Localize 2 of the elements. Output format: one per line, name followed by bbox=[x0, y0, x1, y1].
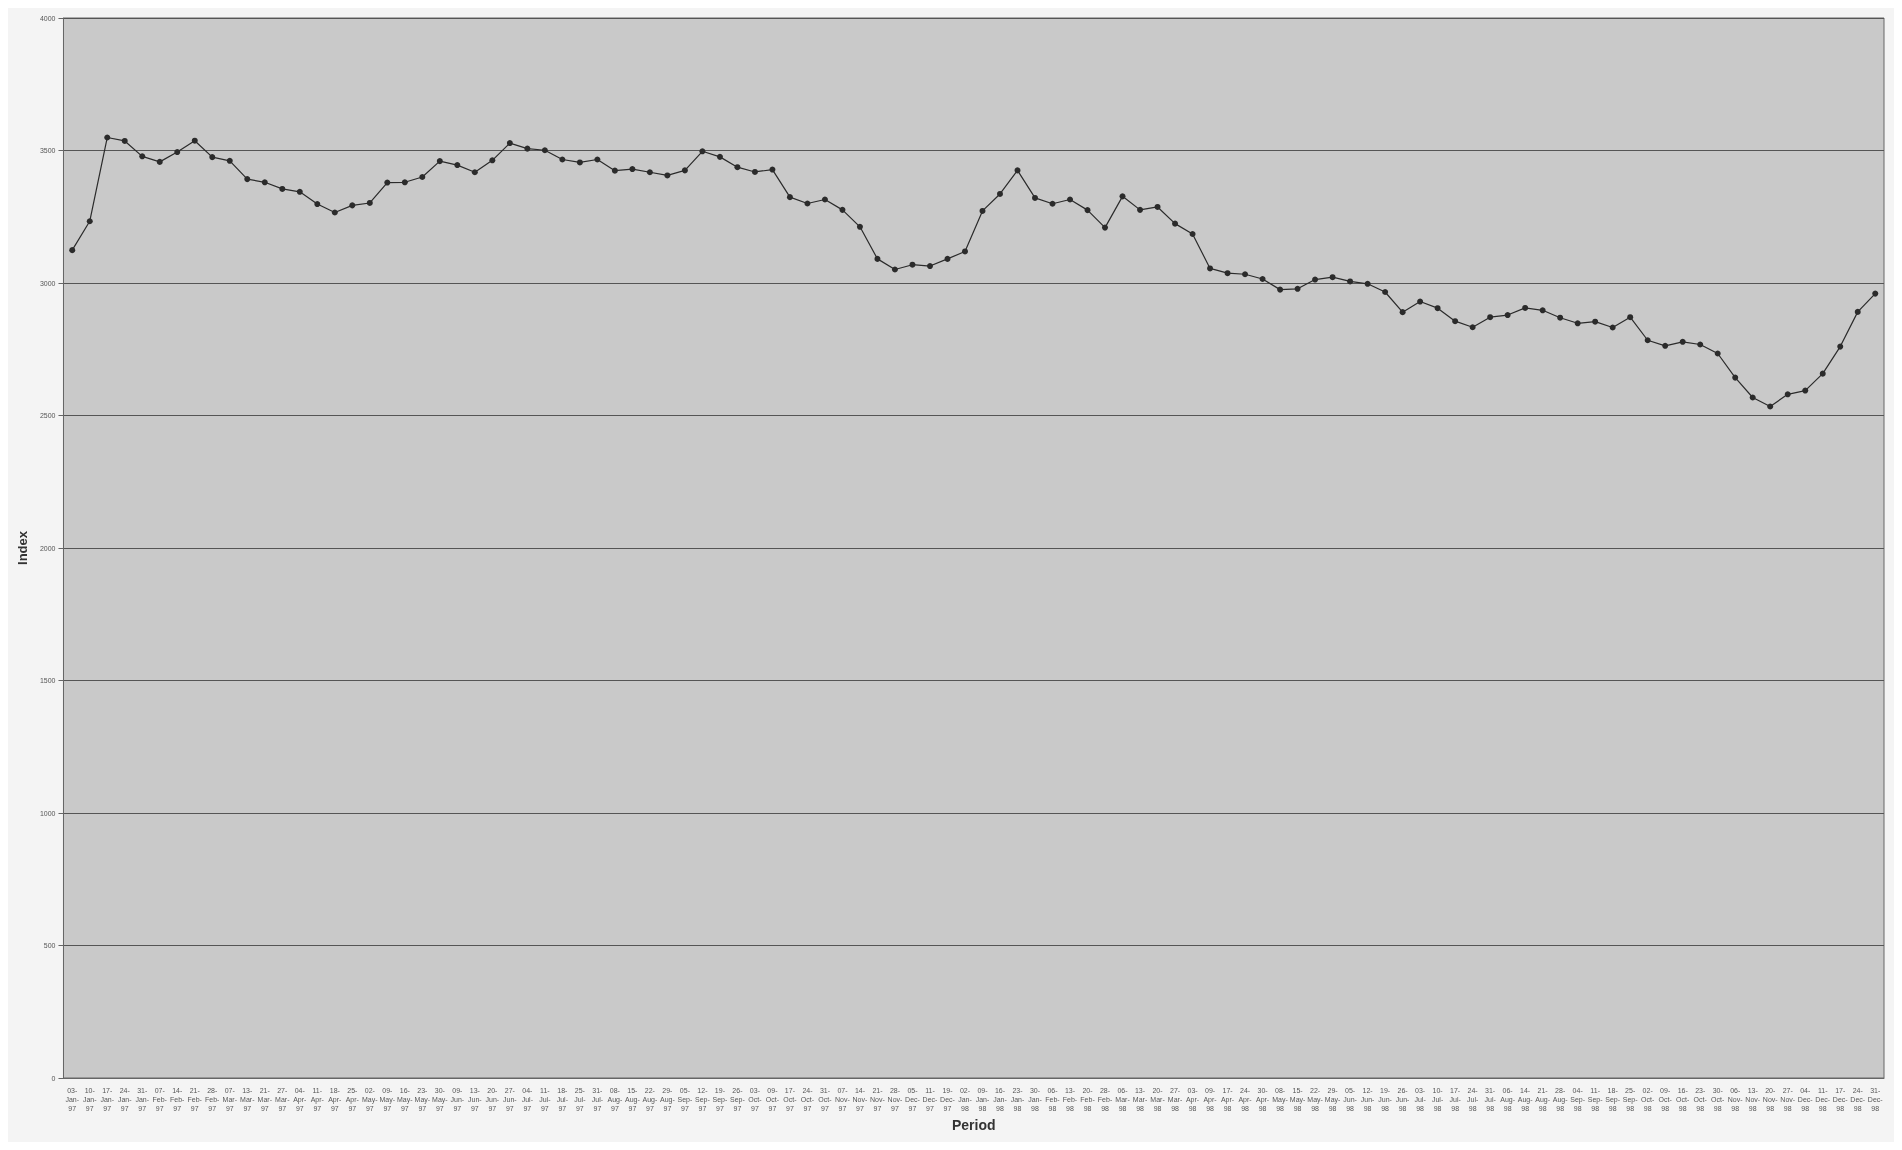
x-axis-title: Period bbox=[951, 1117, 996, 1133]
y-axis-title: Index bbox=[15, 530, 30, 565]
